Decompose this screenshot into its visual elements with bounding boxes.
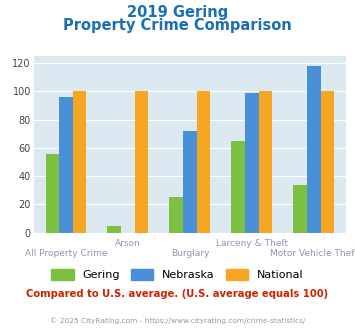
Text: © 2025 CityRating.com - https://www.cityrating.com/crime-statistics/: © 2025 CityRating.com - https://www.city…: [50, 317, 305, 324]
Bar: [245, 93, 259, 233]
Bar: [59, 97, 73, 233]
Bar: [108, 226, 121, 233]
Bar: [135, 91, 148, 233]
Bar: [73, 91, 86, 233]
Text: Motor Vehicle Theft: Motor Vehicle Theft: [270, 249, 355, 258]
Bar: [307, 66, 321, 233]
Text: Burglary: Burglary: [171, 249, 209, 258]
Bar: [231, 141, 245, 233]
Text: All Property Crime: All Property Crime: [25, 249, 107, 258]
Text: 2019 Gering: 2019 Gering: [127, 5, 228, 20]
Text: Larceny & Theft: Larceny & Theft: [216, 239, 288, 248]
Bar: [45, 153, 59, 233]
Bar: [169, 197, 183, 233]
Bar: [321, 91, 334, 233]
Bar: [294, 184, 307, 233]
Text: Compared to U.S. average. (U.S. average equals 100): Compared to U.S. average. (U.S. average …: [26, 289, 329, 299]
Bar: [183, 131, 197, 233]
Text: Arson: Arson: [115, 239, 141, 248]
Bar: [197, 91, 211, 233]
Text: Property Crime Comparison: Property Crime Comparison: [63, 18, 292, 33]
Legend: Gering, Nebraska, National: Gering, Nebraska, National: [47, 265, 308, 284]
Bar: [259, 91, 272, 233]
